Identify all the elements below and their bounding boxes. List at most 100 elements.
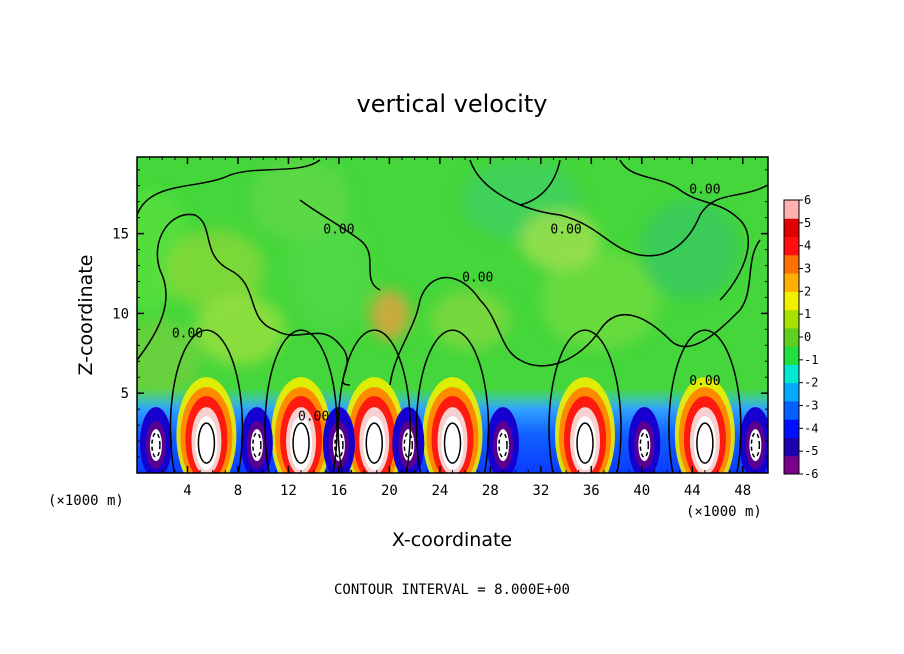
field-patch <box>290 210 370 330</box>
x-tick-label: 28 <box>482 483 499 499</box>
cell-contour <box>169 329 244 473</box>
colorbar-label: 4 <box>804 239 811 253</box>
colorbar-label: 3 <box>804 262 811 276</box>
x-tick-label: 44 <box>684 483 701 499</box>
updraft-cell <box>555 377 616 473</box>
colorbar-swatch <box>784 218 799 238</box>
x-tick-label: 16 <box>330 483 347 499</box>
zero-contour-line <box>137 213 351 386</box>
x-unit-left: (×1000 m) <box>48 493 124 509</box>
cell-contour <box>264 329 338 473</box>
x-tick-label: 32 <box>532 483 549 499</box>
zero-contour-line <box>619 159 749 301</box>
updraft-cell <box>674 377 735 473</box>
x-tick-label: 20 <box>381 483 398 499</box>
field-patch <box>640 200 740 300</box>
colorbar-label: -2 <box>804 376 818 390</box>
colorbar-label: 6 <box>804 193 811 207</box>
x-axis-ticks: 4 8 12 16 20 24 28 32 36 40 44 48 <box>149 157 756 499</box>
upper-field-patches <box>137 160 740 400</box>
colorbar-label: -4 <box>804 421 818 435</box>
zero-contour-line <box>299 199 381 291</box>
cell-contour <box>415 329 490 473</box>
downdraft-contour <box>498 432 508 458</box>
colorbar-label: 5 <box>804 216 811 230</box>
field-patch <box>195 295 285 365</box>
zero-contour-line <box>389 239 761 386</box>
colorbar-label: -1 <box>804 353 818 367</box>
x-tick-label: 12 <box>280 483 297 499</box>
field-patch <box>165 230 265 310</box>
x-tick-label: 4 <box>183 483 191 499</box>
updraft-cell <box>422 377 483 473</box>
zero-contour-line <box>137 159 321 216</box>
y-tick-label: 10 <box>112 306 129 322</box>
chart-title: vertical velocity <box>357 90 548 118</box>
downdraft-contour <box>639 432 650 458</box>
cell-contour-inner <box>443 422 462 464</box>
updraft-cell <box>176 377 237 473</box>
field-patch <box>137 320 200 400</box>
contour-label: 0.00 <box>323 223 354 238</box>
contour-label: 0.00 <box>689 374 720 389</box>
convective-cells <box>139 377 768 473</box>
contour-label: 0.00 <box>172 326 203 341</box>
zero-contour-line <box>519 159 561 206</box>
colorbar-swatch <box>784 346 799 365</box>
contour-interval-note: CONTOUR INTERVAL = 8.000E+00 <box>334 582 570 598</box>
colorbar-swatch <box>784 200 799 219</box>
cell-contour-inner <box>576 422 594 464</box>
cell-contour <box>337 329 411 473</box>
colorbar-swatch <box>784 382 799 402</box>
downdraft-cell <box>139 407 172 473</box>
cell-contour <box>548 329 622 473</box>
contour-label: 0.00 <box>462 270 493 285</box>
contour-label: 0.00 <box>298 409 329 424</box>
cell-contour-inner <box>197 422 216 464</box>
colorbar: 6 5 4 3 2 1 0 -1 -2 -3 -4 -5 -6 <box>783 193 818 481</box>
colorbar-swatch <box>784 327 799 347</box>
cell-contour-inner <box>365 422 384 464</box>
x-tick-label: 36 <box>583 483 600 499</box>
zero-contours <box>137 159 768 473</box>
field-patch <box>430 290 510 350</box>
x-tick-label: 40 <box>633 483 650 499</box>
y-tick-label: 5 <box>121 386 129 402</box>
colorbar-label: -3 <box>804 399 818 413</box>
contour-labels: 0.00 0.00 0.00 0.00 0.00 0.00 0.00 <box>172 183 721 425</box>
x-tick-label: 8 <box>234 483 242 499</box>
colorbar-swatch <box>784 273 799 292</box>
x-tick-label: 48 <box>734 483 751 499</box>
downdraft-contour <box>151 432 161 458</box>
colorbar-swatch <box>784 437 799 457</box>
colorbar-label: 1 <box>804 307 811 321</box>
colorbar-label: -5 <box>804 444 818 458</box>
field-patch <box>540 250 660 350</box>
x-tick-label: 24 <box>431 483 448 499</box>
plot-area <box>137 157 768 473</box>
downdraft-contour <box>252 432 262 458</box>
cell-contour-inner <box>696 422 714 464</box>
cell-contour <box>668 329 742 473</box>
colorbar-swatch <box>784 364 799 384</box>
zero-contour-line <box>469 159 768 257</box>
x-unit-right: (×1000 m) <box>686 504 762 520</box>
downdraft-contour <box>403 432 414 458</box>
colorbar-swatch <box>784 309 799 329</box>
y-tick-label: 15 <box>112 227 129 243</box>
colorbar-swatch <box>784 455 799 475</box>
colorbar-label: 0 <box>804 330 811 344</box>
downdraft-cell <box>628 407 661 473</box>
contour-label: 0.00 <box>550 223 581 238</box>
contour-label: 0.00 <box>689 183 720 198</box>
updraft-cell <box>271 377 332 473</box>
cell-contour-inner <box>292 422 310 464</box>
colorbar-swatch <box>784 236 799 256</box>
y-axis-ticks: 5 10 15 <box>112 169 768 458</box>
colorbar-swatch <box>784 419 799 438</box>
x-axis-label: X-coordinate <box>392 529 512 551</box>
colorbar-swatch <box>784 400 799 420</box>
downdraft-cell <box>486 407 519 473</box>
downdraft-contour <box>750 432 761 458</box>
